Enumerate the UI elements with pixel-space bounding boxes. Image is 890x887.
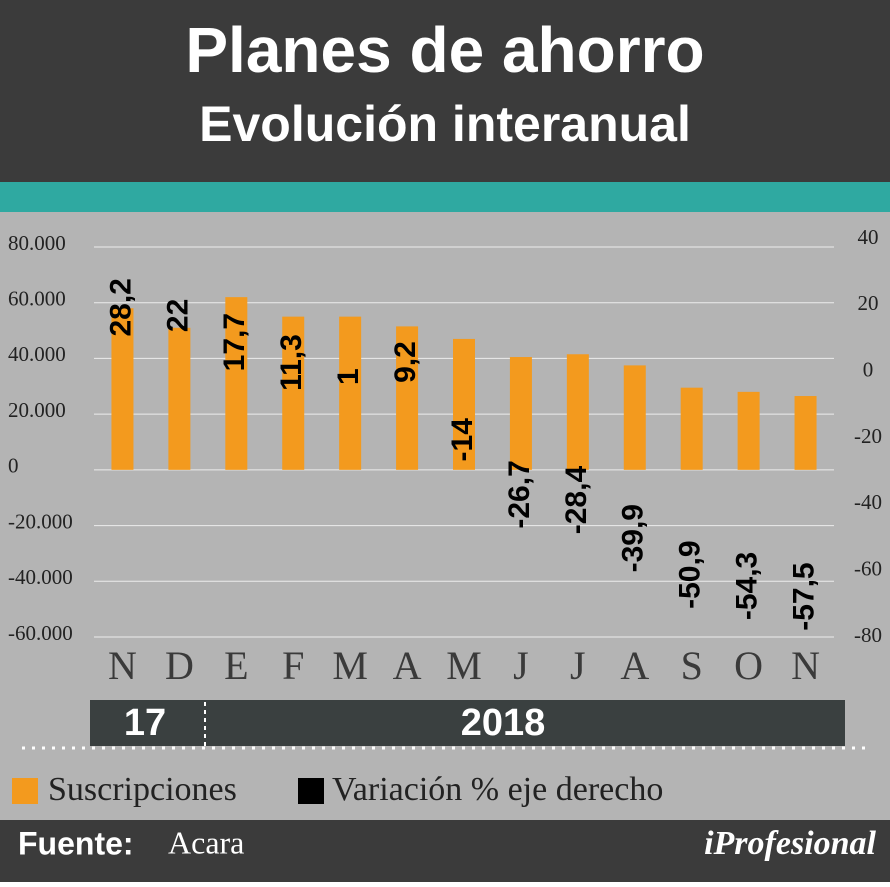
x-tick-label: M	[446, 643, 482, 688]
value-label: -28,4	[560, 466, 593, 535]
bar	[396, 326, 419, 470]
brand: iProfesional	[704, 825, 876, 862]
x-tick-label: M	[332, 643, 368, 688]
x-tick-label: N	[108, 643, 137, 688]
teal-strip	[0, 182, 890, 212]
y-tick-label: -20.000	[8, 509, 73, 533]
y-tick-label: -60.000	[8, 621, 73, 645]
value-label: -14	[446, 418, 479, 462]
legend-swatch	[298, 778, 324, 804]
x-tick-label: N	[791, 643, 820, 688]
bar	[566, 354, 589, 470]
y-tick-label: -40.000	[8, 565, 73, 589]
x-tick-label: E	[224, 643, 248, 688]
y2-tick-label: -40	[854, 490, 882, 514]
x-tick-label: J	[513, 643, 529, 688]
value-label: -26,7	[503, 460, 536, 528]
y2-tick-label: 40	[858, 225, 879, 249]
header	[0, 0, 890, 182]
value-label: 9,2	[389, 341, 422, 383]
chart-subtitle: Evolución interanual	[199, 96, 691, 152]
bar	[168, 327, 191, 470]
x-tick-label: F	[282, 643, 304, 688]
x-tick-label: J	[570, 643, 586, 688]
source: Acara	[168, 824, 244, 860]
legend-label: Suscripciones	[48, 771, 237, 808]
bar	[225, 297, 248, 470]
year-band	[90, 700, 845, 746]
footer	[0, 820, 890, 882]
y2-tick-label: -80	[854, 623, 882, 647]
bar	[111, 308, 134, 470]
x-tick-label: O	[734, 643, 763, 688]
bar	[282, 316, 305, 470]
value-label: 17,7	[218, 313, 251, 371]
bar	[509, 357, 532, 470]
y2-tick-label: 0	[863, 357, 874, 381]
y-tick-label: 40.000	[8, 342, 66, 366]
bar	[623, 365, 646, 470]
y-tick-label: 20.000	[8, 398, 66, 422]
x-tick-label: A	[393, 643, 422, 688]
value-label: 28,2	[104, 278, 137, 336]
value-label: -39,9	[617, 504, 650, 572]
value-label: 1	[332, 368, 365, 385]
legend-swatch	[12, 778, 38, 804]
value-label: 22	[161, 299, 194, 332]
bar	[794, 396, 817, 470]
x-tick-label: A	[620, 643, 649, 688]
y-tick-label: 60.000	[8, 287, 66, 311]
chart-title: Planes de ahorro	[185, 14, 704, 86]
x-tick-label: S	[681, 643, 703, 688]
period-label: 2018	[461, 702, 546, 744]
bar	[737, 391, 760, 470]
legend-label: Variación % eje derecho	[332, 771, 663, 808]
bar	[680, 387, 703, 470]
x-tick-label: D	[165, 643, 194, 688]
y-tick-label: 80.000	[8, 231, 66, 255]
value-label: -50,9	[674, 540, 707, 608]
period-label: 17	[124, 702, 166, 744]
value-label: 11,3	[275, 334, 308, 391]
y-tick-label: 0	[8, 454, 19, 478]
bar	[339, 316, 362, 470]
y2-tick-label: -20	[854, 424, 882, 448]
source-label: Fuente:	[18, 825, 134, 861]
y2-tick-label: -60	[854, 556, 882, 580]
value-label: -54,3	[731, 552, 764, 620]
bar	[453, 338, 475, 470]
y2-tick-label: 20	[858, 291, 879, 315]
value-label: -57,5	[787, 562, 820, 630]
